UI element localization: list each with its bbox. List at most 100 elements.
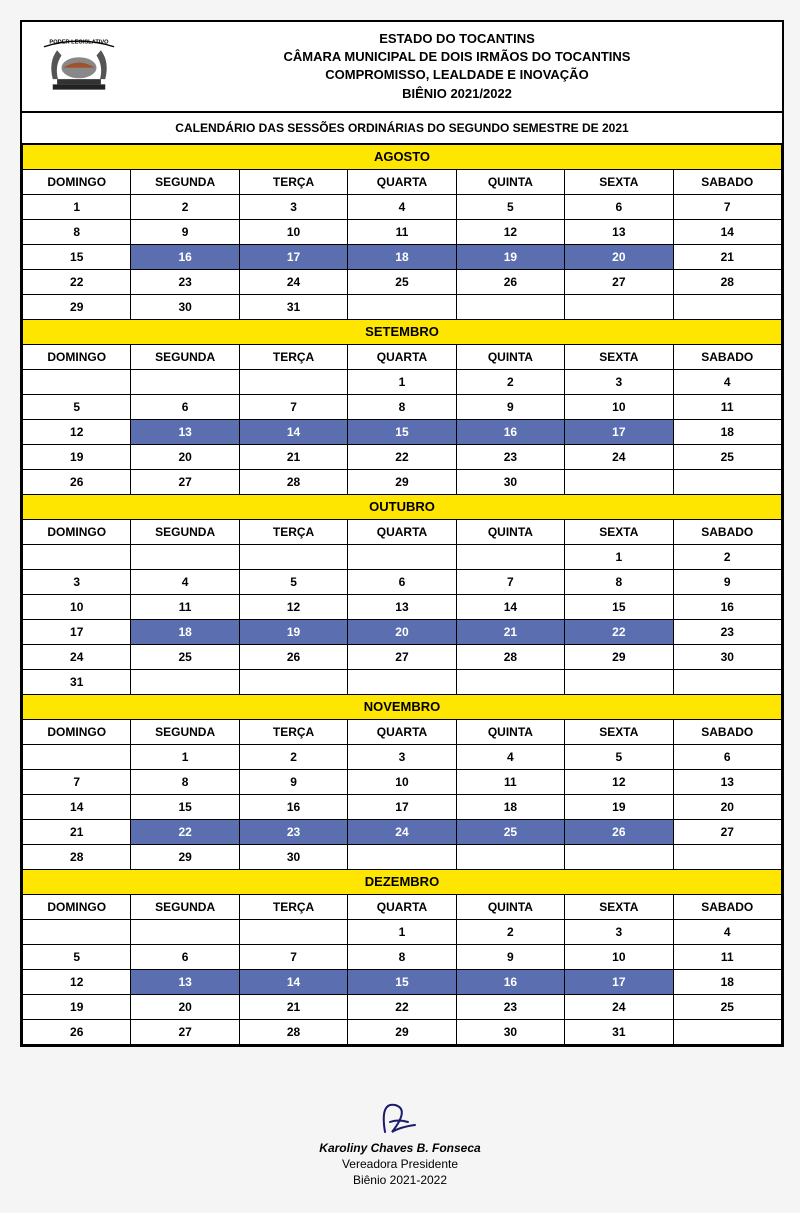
signature-block: Karoliny Chaves B. Fonseca Vereadora Pre… (20, 1097, 780, 1188)
calendar-cell: 23 (673, 619, 781, 644)
calendar-cell: 5 (23, 394, 131, 419)
day-header: QUINTA (456, 894, 564, 919)
calendar-row: 567891011 (23, 394, 782, 419)
legislative-logo: PODER LEGISLATIVO (34, 31, 124, 101)
calendar-cell: 10 (23, 594, 131, 619)
calendar-cell: 3 (239, 194, 347, 219)
calendar-cell: 9 (456, 394, 564, 419)
calendar-cell: 19 (565, 794, 673, 819)
calendar-cell: 23 (239, 819, 347, 844)
day-header: QUARTA (348, 344, 456, 369)
calendar-cell: 5 (239, 569, 347, 594)
calendar-row: 891011121314 (23, 219, 782, 244)
day-header: SEXTA (565, 519, 673, 544)
calendar-row: 14151617181920 (23, 794, 782, 819)
calendar-cell: 1 (565, 544, 673, 569)
calendar-cell: 24 (23, 644, 131, 669)
calendar-cell: 18 (456, 794, 564, 819)
calendar-row: 78910111213 (23, 769, 782, 794)
calendar-cell: 12 (23, 419, 131, 444)
calendar-cell: 7 (23, 769, 131, 794)
calendar-row: 21222324252627 (23, 819, 782, 844)
calendar-cell: 29 (23, 294, 131, 319)
calendar-cell: 8 (565, 569, 673, 594)
calendar-cell: 26 (456, 269, 564, 294)
month-name: OUTUBRO (23, 494, 782, 519)
calendar-cell: 25 (673, 994, 781, 1019)
calendar-cell: 6 (131, 944, 239, 969)
day-header-row: DOMINGOSEGUNDATERÇAQUARTAQUINTASEXTASABA… (23, 519, 782, 544)
month-name: DEZEMBRO (23, 869, 782, 894)
calendar-row: 19202122232425 (23, 444, 782, 469)
calendar-cell (348, 544, 456, 569)
calendar-cell: 20 (131, 444, 239, 469)
calendar-cell: 3 (348, 744, 456, 769)
calendar-cell: 22 (565, 619, 673, 644)
calendar-cell: 6 (565, 194, 673, 219)
header-line-3: COMPROMISSO, LEALDADE E INOVAÇÃO (144, 66, 770, 84)
calendar-cell (131, 369, 239, 394)
calendar-cell: 6 (131, 394, 239, 419)
calendar-cell: 4 (673, 369, 781, 394)
calendar-cell (131, 544, 239, 569)
calendar-cell: 28 (673, 269, 781, 294)
calendar-cell: 26 (565, 819, 673, 844)
signature-role: Vereadora Presidente (20, 1157, 780, 1173)
calendar-cell: 27 (131, 469, 239, 494)
day-header: QUINTA (456, 344, 564, 369)
calendar-row: 1234567 (23, 194, 782, 219)
month-header-row: SETEMBRO (23, 319, 782, 344)
calendar-cell: 14 (239, 419, 347, 444)
calendar-cell: 22 (348, 444, 456, 469)
calendar-row: 12 (23, 544, 782, 569)
calendar-cell: 26 (239, 644, 347, 669)
month-header-row: AGOSTO (23, 144, 782, 169)
calendar-cell: 4 (131, 569, 239, 594)
calendar-cell: 8 (23, 219, 131, 244)
calendar-cell: 22 (131, 819, 239, 844)
calendar-row: 22232425262728 (23, 269, 782, 294)
calendar-cell (565, 294, 673, 319)
calendar-cell: 30 (456, 1019, 564, 1044)
calendar-cell: 14 (456, 594, 564, 619)
calendar-cell: 31 (23, 669, 131, 694)
calendar-cell: 16 (456, 419, 564, 444)
calendar-cell: 31 (565, 1019, 673, 1044)
calendar-cell: 23 (456, 994, 564, 1019)
calendar-cell: 2 (131, 194, 239, 219)
calendar-row: 19202122232425 (23, 994, 782, 1019)
calendar-cell: 15 (565, 594, 673, 619)
calendar-cell: 24 (348, 819, 456, 844)
calendar-cell: 27 (131, 1019, 239, 1044)
logo-text: PODER LEGISLATIVO (49, 40, 109, 46)
calendar-row: 1234 (23, 919, 782, 944)
calendar-cell (565, 844, 673, 869)
calendar-cell: 6 (673, 744, 781, 769)
calendar-row: 567891011 (23, 944, 782, 969)
calendar-cell (239, 544, 347, 569)
calendar-row: 2627282930 (23, 469, 782, 494)
calendar-cell: 25 (673, 444, 781, 469)
calendar-cell: 4 (456, 744, 564, 769)
calendar-cell: 19 (456, 244, 564, 269)
calendar-cell: 1 (131, 744, 239, 769)
calendar-row: 31 (23, 669, 782, 694)
day-header: SABADO (673, 719, 781, 744)
month-name: AGOSTO (23, 144, 782, 169)
header-line-4: BIÊNIO 2021/2022 (144, 85, 770, 103)
calendar-cell: 11 (673, 394, 781, 419)
calendar-row: 262728293031 (23, 1019, 782, 1044)
calendar-cell: 30 (131, 294, 239, 319)
calendar-cell: 22 (23, 269, 131, 294)
calendar-cell (23, 744, 131, 769)
calendar-cell: 2 (456, 369, 564, 394)
calendar-cell: 30 (239, 844, 347, 869)
calendar-cell: 16 (456, 969, 564, 994)
document-page: PODER LEGISLATIVO ESTADO DO TOCANTINS CÂ… (20, 20, 784, 1047)
calendar-cell: 18 (673, 969, 781, 994)
calendar-title: CALENDÁRIO DAS SESSÕES ORDINÁRIAS DO SEG… (22, 113, 782, 144)
calendar-row: 282930 (23, 844, 782, 869)
day-header: DOMINGO (23, 894, 131, 919)
calendar-cell: 24 (565, 994, 673, 1019)
calendar-cell: 13 (131, 419, 239, 444)
